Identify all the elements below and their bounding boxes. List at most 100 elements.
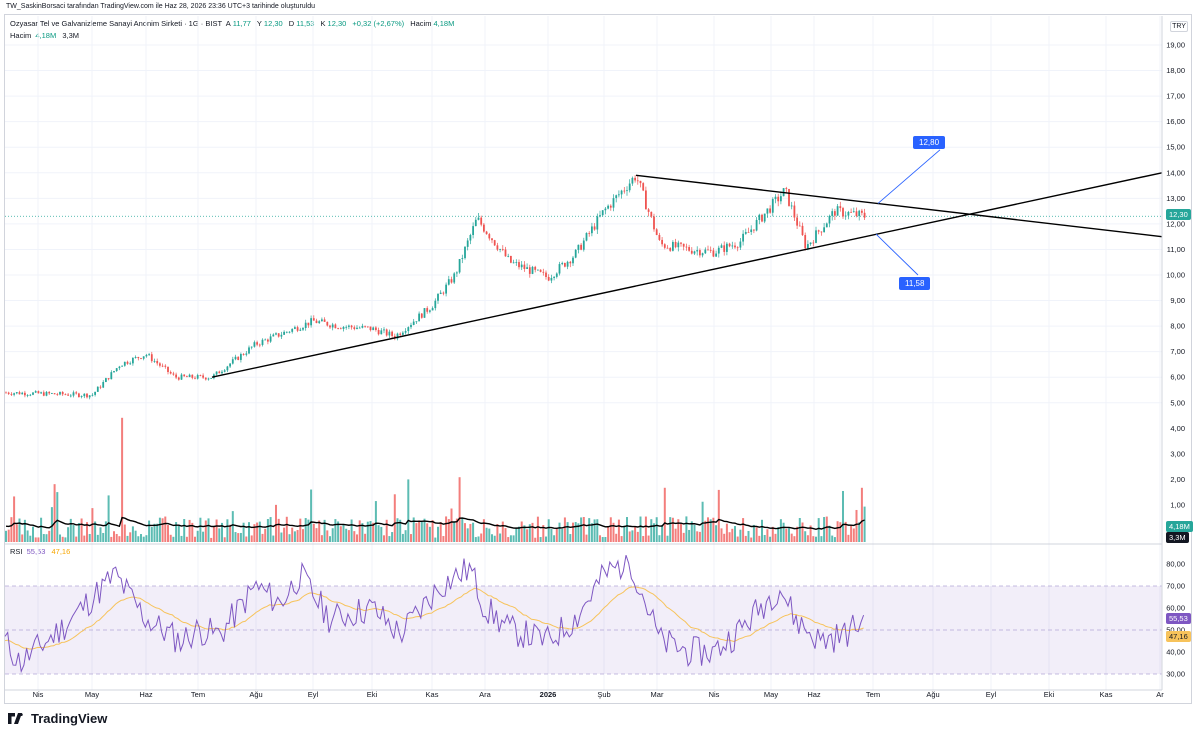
volume-bar xyxy=(307,519,310,542)
y-tick-label: 5,00 xyxy=(1170,398,1185,407)
volume-bar xyxy=(266,519,269,542)
candle-body xyxy=(302,327,304,330)
x-tick-label: Ar xyxy=(1156,690,1164,699)
candle-body xyxy=(755,220,758,231)
volume-bar xyxy=(137,536,140,542)
candle-body xyxy=(307,322,310,326)
x-tick-label: Eki xyxy=(367,690,378,699)
volume-bar xyxy=(64,537,67,542)
volume-bar xyxy=(688,529,691,542)
candle-body xyxy=(5,392,7,394)
candle-body xyxy=(528,267,531,274)
candle-body xyxy=(310,318,312,326)
candle-body xyxy=(102,382,105,388)
candle-body xyxy=(258,344,261,346)
candle-body xyxy=(256,342,258,345)
candle-body xyxy=(655,229,658,235)
volume-bar xyxy=(196,530,199,542)
volume-ma-badge: 3,3M xyxy=(1166,532,1189,543)
upper-trendline xyxy=(635,174,1163,238)
candle-body xyxy=(572,257,574,264)
candle-body xyxy=(555,273,558,277)
candle-body xyxy=(288,331,291,333)
volume-bar xyxy=(612,522,615,542)
candle-body xyxy=(280,334,283,337)
open-value: 11,77 xyxy=(232,19,251,28)
volume-bar xyxy=(798,518,801,542)
volume-bar xyxy=(115,533,118,542)
candle-body xyxy=(607,205,609,209)
candle-body xyxy=(113,371,115,373)
candle-body xyxy=(739,241,742,248)
volume-bar xyxy=(204,520,207,542)
candle-body xyxy=(520,264,523,268)
volume-bar xyxy=(504,528,507,542)
candle-body xyxy=(388,331,391,336)
candle-body xyxy=(342,327,345,329)
volume-bar xyxy=(488,528,491,542)
rsi-legend[interactable]: RSI 55,53 47,16 xyxy=(10,547,74,556)
candle-body xyxy=(844,215,847,217)
candle-body xyxy=(761,214,763,222)
candle-body xyxy=(431,308,434,311)
volume-bar xyxy=(496,524,499,542)
volume-bar xyxy=(326,530,329,542)
candle-body xyxy=(618,194,620,196)
x-tick-label: Ağu xyxy=(249,690,262,699)
candle-body xyxy=(496,245,499,250)
candle-body xyxy=(504,249,507,257)
x-tick-label: Eyl xyxy=(308,690,319,699)
candle-body xyxy=(118,366,121,369)
candle-body xyxy=(580,244,582,250)
volume-bar xyxy=(588,518,591,542)
volume-row-label: Hacim xyxy=(10,31,32,40)
volume-bar xyxy=(626,517,628,542)
candle-body xyxy=(790,205,793,207)
candle-body xyxy=(491,238,493,241)
volume-bar xyxy=(5,530,7,542)
candle-body xyxy=(774,196,777,200)
target-badge-down[interactable]: 11,58 xyxy=(899,277,931,290)
volume-bar xyxy=(261,533,264,542)
currency-label[interactable]: TRY xyxy=(1170,21,1188,32)
candle-body xyxy=(377,329,380,335)
volume-bar xyxy=(237,533,240,542)
candle-body xyxy=(177,377,180,380)
volume-bar xyxy=(555,528,558,542)
candle-body xyxy=(18,392,21,395)
symbol-legend[interactable]: Ozyasar Tel ve Galvanizleme Sanayi Anoni… xyxy=(10,19,458,28)
candle-body xyxy=(253,342,256,347)
volume-bar xyxy=(655,517,658,542)
volume-bar xyxy=(377,525,380,542)
candle-body xyxy=(391,331,393,336)
volume-bar xyxy=(272,535,275,542)
candle-body xyxy=(850,211,852,213)
candle-body xyxy=(582,240,585,250)
symbol-name[interactable]: Ozyasar Tel ve Galvanizleme Sanayi Anoni… xyxy=(10,19,223,28)
volume-bar xyxy=(501,521,504,542)
volume-bar xyxy=(239,532,242,542)
candle-body xyxy=(396,333,399,339)
volume-bar xyxy=(569,534,572,542)
volume-legend[interactable]: Hacim 4,18M 3,3M xyxy=(10,31,81,40)
candle-body xyxy=(242,354,245,355)
volume-bar xyxy=(293,531,296,542)
volume-bar xyxy=(34,537,37,542)
volume-bar xyxy=(642,536,645,542)
candle-body xyxy=(820,231,823,233)
target-badge-up[interactable]: 12,80 xyxy=(913,136,946,149)
volume-bar xyxy=(150,526,153,542)
tradingview-logo[interactable]: TradingView xyxy=(8,711,107,726)
volume-bar xyxy=(410,534,412,542)
volume-bar xyxy=(142,536,145,542)
candle-body xyxy=(796,217,798,226)
volume-bar xyxy=(334,519,337,542)
x-tick-label: May xyxy=(85,690,99,699)
volume-bar xyxy=(113,531,115,542)
volume-bar xyxy=(650,519,653,542)
volume-bar xyxy=(77,523,80,542)
volume-row-value: 4,18M xyxy=(35,31,57,40)
volume-bar xyxy=(212,526,215,542)
candle-body xyxy=(331,324,334,328)
